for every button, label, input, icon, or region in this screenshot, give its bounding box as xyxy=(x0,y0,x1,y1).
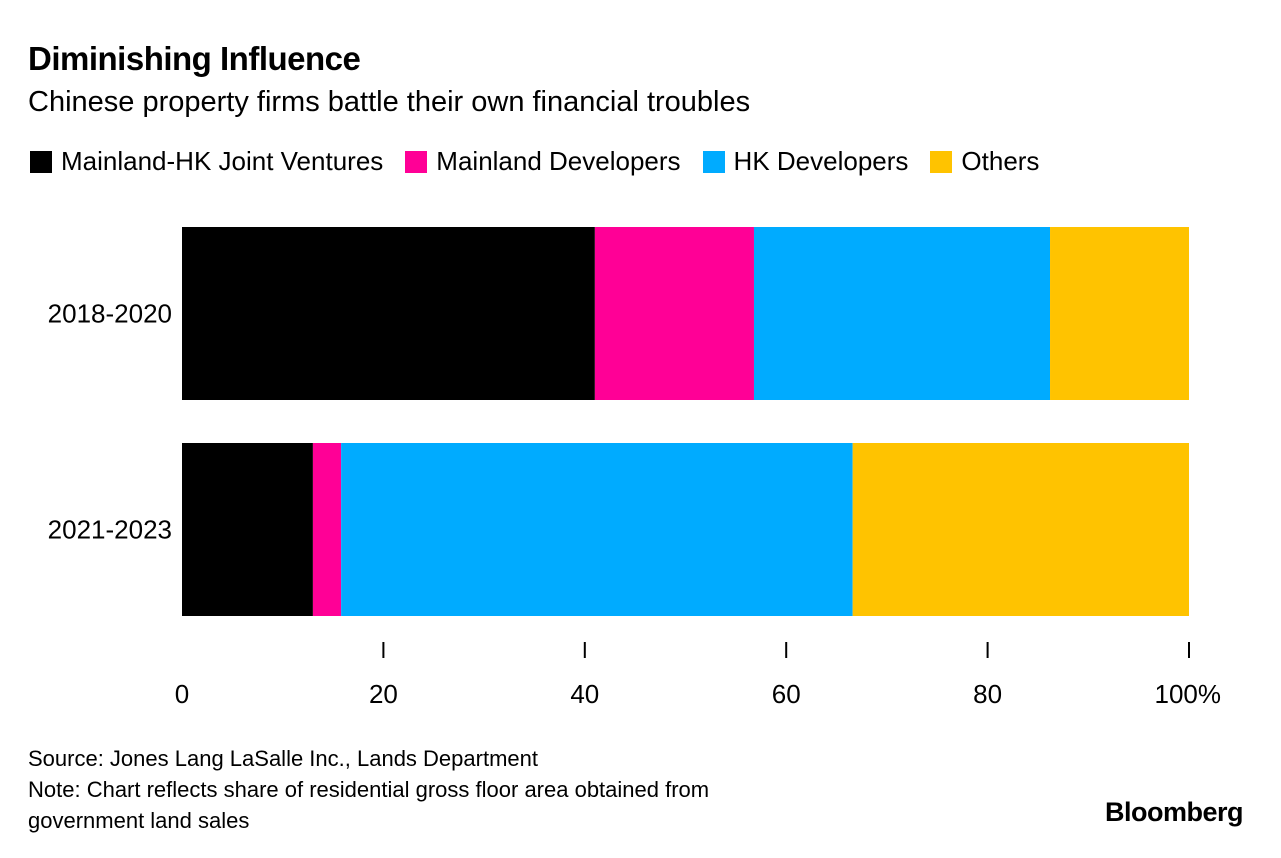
legend-label-hk-developers: HK Developers xyxy=(733,146,909,176)
legend-swatch-others xyxy=(930,150,953,173)
source-note: Source: Jones Lang LaSalle Inc., Lands D… xyxy=(28,746,538,771)
bar-segment-2021-2023-mainland-developers xyxy=(312,443,342,616)
legend-item-mainland-developers: Mainland Developers xyxy=(405,146,681,177)
legend-item-joint-ventures: Mainland-HK Joint Ventures xyxy=(30,146,383,177)
bar-segment-2021-2023-hk-developers xyxy=(341,443,853,616)
category-label-2021-2023: 2021-2023 xyxy=(48,515,172,545)
bloomberg-logo: Bloomberg xyxy=(1104,797,1244,827)
bar-segment-2018-2020-hk-developers xyxy=(753,227,1051,400)
legend-label-mainland-developers: Mainland Developers xyxy=(436,146,681,176)
bar-segment-2021-2023-others xyxy=(852,443,1189,616)
bar-segment-2018-2020-mainland-hk-joint-ventures xyxy=(182,227,595,400)
bar-segment-2018-2020-others xyxy=(1050,227,1189,400)
bar-segment-2018-2020-mainland-developers xyxy=(594,227,754,400)
x-tick-label-60: 60 xyxy=(772,679,801,709)
x-tick-label-40: 40 xyxy=(570,679,599,709)
chart-note-line-1: Note: Chart reflects share of residentia… xyxy=(28,777,710,802)
bar-segment-2021-2023-mainland-hk-joint-ventures xyxy=(182,443,313,616)
chart-subtitle: Chinese property firms battle their own … xyxy=(28,86,751,118)
legend-label-others: Others xyxy=(961,146,1040,176)
x-tick-label-20: 20 xyxy=(369,679,398,709)
chart-title: Diminishing Influence xyxy=(28,40,361,77)
legend-item-others: Others xyxy=(930,146,1039,177)
chart-note-line-2: government land sales xyxy=(28,808,250,833)
category-label-2018-2020: 2018-2020 xyxy=(48,299,172,329)
footer-notes: Source: Jones Lang LaSalle Inc., Lands D… xyxy=(28,743,709,836)
legend-item-hk-developers: HK Developers xyxy=(702,146,909,177)
legend: Mainland-HK Joint Ventures Mainland Deve… xyxy=(30,146,1061,177)
legend-swatch-joint-ventures xyxy=(30,150,52,173)
x-tick-label-100: 100% xyxy=(1155,679,1222,709)
x-tick-label-80: 80 xyxy=(973,679,1002,709)
legend-label-joint-ventures: Mainland-HK Joint Ventures xyxy=(61,146,384,176)
legend-swatch-hk-developers xyxy=(702,150,725,173)
x-tick-label-0: 0 xyxy=(175,679,189,709)
legend-swatch-mainland-developers xyxy=(405,150,428,173)
